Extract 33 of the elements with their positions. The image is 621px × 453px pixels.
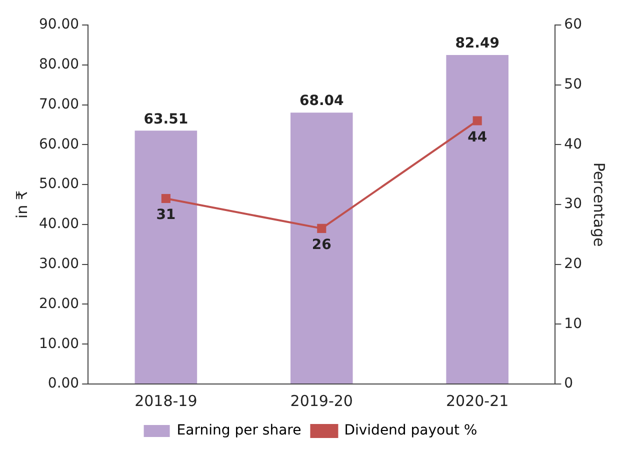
data-label: 44	[468, 129, 488, 146]
y-tick-label: 20.00	[38, 296, 80, 312]
y2-tick-label: 10	[564, 316, 582, 332]
y2-tick-label: 60	[564, 16, 582, 33]
x-tick-label: 2020-21	[446, 392, 509, 410]
y-tick-label: 90.00	[38, 16, 80, 33]
x-tick-label: 2019-20	[290, 392, 353, 410]
y2-tick-label: 0	[564, 376, 574, 392]
data-label: 63.51	[144, 111, 188, 128]
y-tick-label: 10.00	[38, 336, 80, 352]
y-tick-label: 50.00	[38, 176, 80, 192]
y2-tick-label: 50	[564, 76, 582, 92]
y-tick-label: 80.00	[38, 56, 80, 73]
y2-tick-label: 20	[564, 256, 582, 272]
y-tick-label: 70.00	[38, 96, 80, 112]
y2-axis-title: Percentage	[590, 162, 608, 247]
y2-tick-label: 30	[564, 196, 582, 212]
data-label: 31	[156, 207, 176, 224]
y2-tick-label: 40	[564, 136, 582, 152]
point	[161, 194, 170, 204]
y-tick-label: 0.00	[48, 376, 80, 392]
y-axis-title: in ₹	[12, 190, 31, 218]
data-label: 68.04	[299, 93, 344, 110]
x-tick-label: 2018-19	[134, 392, 198, 410]
y-tick-label: 60.00	[38, 136, 80, 152]
y-tick-label: 30.00	[38, 256, 80, 272]
legend-label: Earning per share	[176, 422, 302, 439]
legend-label: Dividend payout %	[344, 422, 478, 439]
point	[317, 224, 326, 233]
y-tick-label: 40.00	[38, 216, 80, 232]
data-label: 82.49	[455, 36, 500, 52]
point	[472, 116, 482, 126]
data-label: 26	[312, 237, 332, 254]
